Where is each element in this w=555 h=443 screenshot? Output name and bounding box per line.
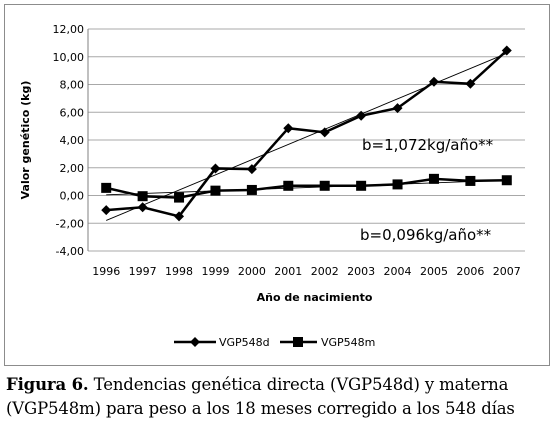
x-tick-label: 1999 [201,265,229,278]
data-point-diamond [246,164,257,175]
x-tick-label: 2005 [420,265,448,278]
y-tick-label: -4,00 [56,245,84,258]
data-point-diamond [137,202,148,213]
y-tick-label: -2,00 [56,217,84,230]
data-point-square [428,173,439,184]
data-point-square [283,180,294,191]
data-point-diamond [319,127,330,138]
data-point-square [210,185,221,196]
series-layer [101,45,512,222]
x-tick-label: 2004 [384,265,412,278]
x-tick-label: 1998 [165,265,193,278]
x-tick-label: 2006 [456,265,484,278]
y-tick-labels: -4,00 -2,00 0,00 2,00 4,00 6,00 8,00 10,00 12,00 [53,23,85,258]
data-point-square [101,182,112,193]
x-tick-label: 1996 [92,265,120,278]
x-tick-label: 2007 [493,265,521,278]
legend-label-vgp548m: VGP548m [321,336,375,349]
y-tick-label: 0,00 [60,190,85,203]
legend-marker-square [293,337,303,347]
caption-label: Figura 6. [6,375,89,394]
data-point-diamond [465,78,476,89]
x-tick-label: 2003 [347,265,375,278]
legend-marker-diamond [190,337,200,347]
x-tick-label: 2000 [238,265,266,278]
data-point-square [392,179,403,190]
x-axis-title: Año de nacimiento [257,291,373,304]
y-tick-label: 4,00 [60,134,85,147]
data-point-square [137,191,148,202]
x-tick-label: 2002 [311,265,339,278]
data-point-square [246,184,257,195]
series-line-vgp548d [106,49,508,218]
x-tick-label: 1997 [129,265,157,278]
data-point-square [501,175,512,186]
data-point-diamond [356,110,367,121]
x-tick-labels: 1996 1997 1998 1999 2000 2001 2002 2003 2004 2005… [92,265,521,278]
caption-text-line2: (VGP548m) para peso a los 18 meses corre… [6,399,515,418]
gridlines [87,28,525,252]
data-point-square [465,175,476,186]
chart-frame: -4,00 -2,00 0,00 2,00 4,00 6,00 8,00 10,00 12,00… [4,4,550,366]
data-point-diamond [174,211,185,222]
data-point-square [319,180,330,191]
series-line-vgp548m [105,177,507,199]
x-tick-label: 2001 [274,265,302,278]
data-point-diamond [501,45,512,56]
data-point-diamond [283,123,294,134]
data-point-square [356,180,367,191]
legend: VGP548d VGP548m [174,336,375,349]
data-point-diamond [210,163,221,174]
legend-label-vgp548d: VGP548d [219,336,270,349]
data-point-diamond [101,205,112,216]
figure-caption: Figura 6. Tendencias genética directa (V… [6,373,554,421]
trendline-vgp548m [106,179,507,196]
caption-text-line1: Tendencias genética directa (VGP548d) y … [88,375,509,394]
y-axis-title: Valor genético (kg) [19,81,32,200]
data-point-diamond [392,103,403,114]
y-tick-label: 8,00 [60,79,85,92]
y-tick-label: 12,00 [53,23,85,36]
line-chart: -4,00 -2,00 0,00 2,00 4,00 6,00 8,00 10,00 12,00… [19,23,525,349]
data-point-square [174,192,185,203]
slope-annotation-direct: b=1,072kg/año** [362,136,494,154]
slope-annotation-maternal: b=0,096kg/año** [360,226,492,244]
y-tick-label: 6,00 [60,106,85,119]
y-tick-label: 10,00 [53,51,85,64]
data-point-diamond [428,76,439,87]
y-tick-label: 2,00 [60,162,85,175]
